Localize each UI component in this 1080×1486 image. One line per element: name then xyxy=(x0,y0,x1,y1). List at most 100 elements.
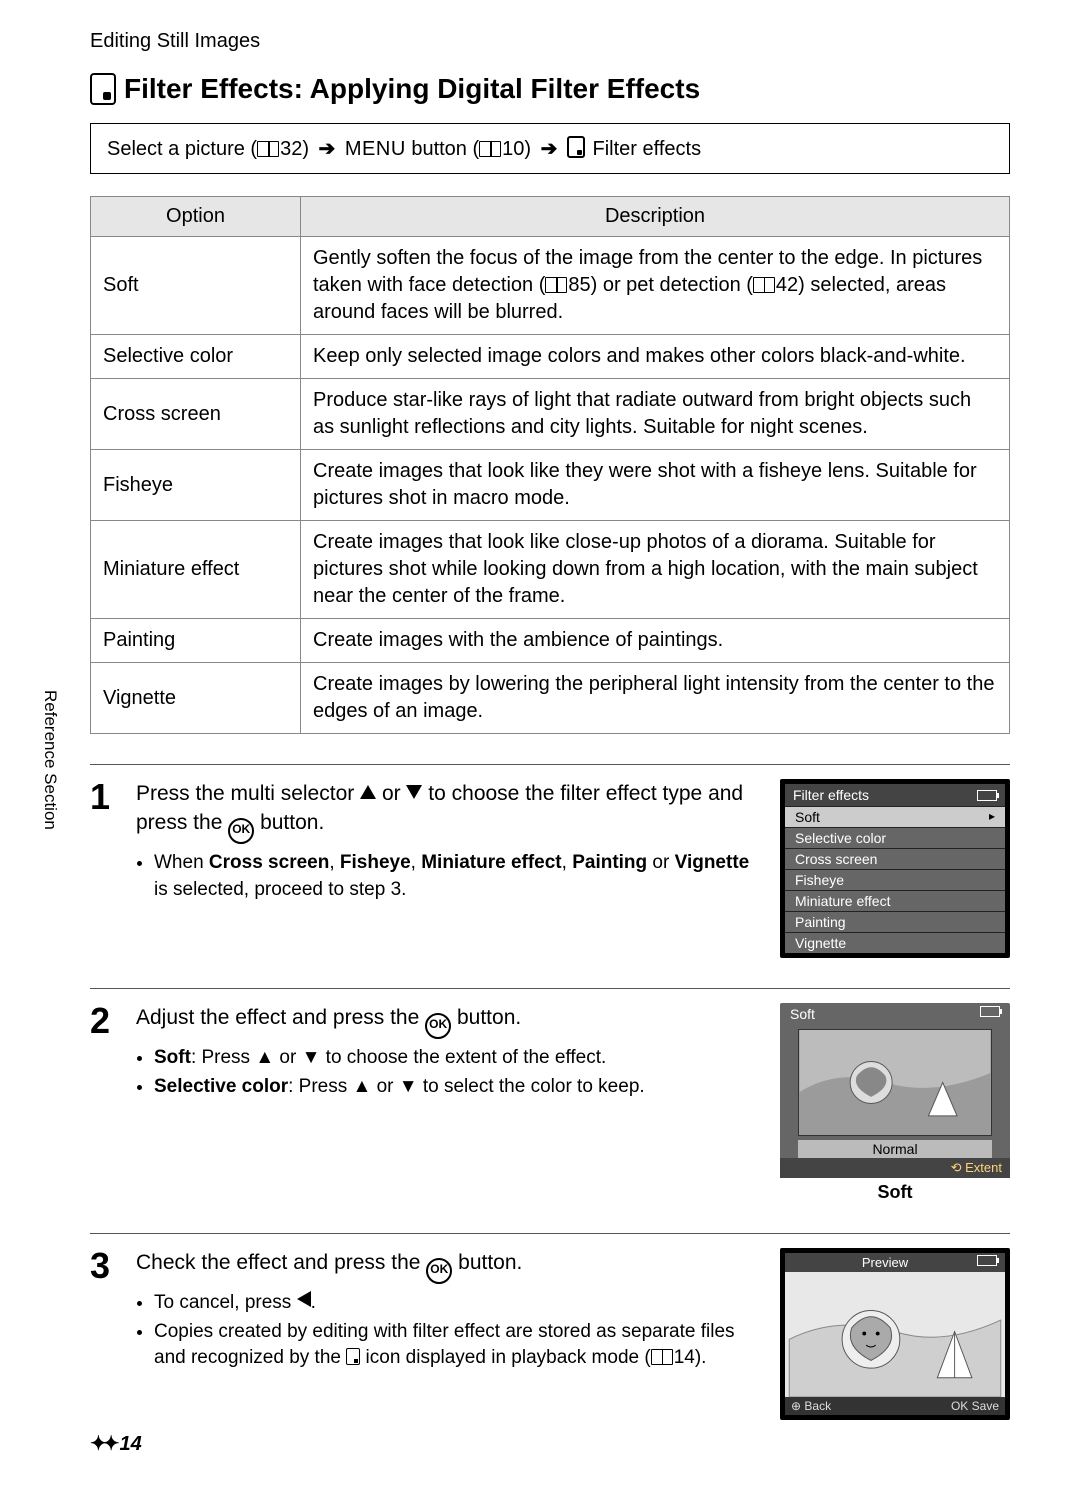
lcd-save: Save xyxy=(972,1399,999,1413)
lcd-title: Preview xyxy=(862,1255,908,1270)
lcd-menu-item: Vignette xyxy=(785,932,1005,953)
t: or xyxy=(647,852,674,873)
lcd-menu-item: Fisheye xyxy=(785,869,1005,890)
arrow-right-icon: ➔ xyxy=(319,138,336,160)
t: 14 xyxy=(674,1347,695,1368)
step-text: button. xyxy=(457,1006,521,1029)
reference-section-icon: ✦✦ xyxy=(90,1433,116,1455)
bc-text: ) xyxy=(302,138,314,160)
step-bullet: Selective color: Press ▲ or ▼ to select … xyxy=(154,1074,752,1101)
lcd-filter-list: Filter effects SoftSelective colorCross … xyxy=(780,779,1010,958)
step-3: 3 Check the effect and press the OK butt… xyxy=(90,1248,1010,1420)
t: is selected, proceed to step 3. xyxy=(154,879,406,900)
t: Vignette xyxy=(675,852,750,873)
t: , xyxy=(562,852,573,873)
option-name: Vignette xyxy=(91,663,301,734)
options-table: Option Description SoftGently soften the… xyxy=(90,196,1010,734)
battery-icon xyxy=(977,790,997,801)
t: : Press ▲ or ▼ to select the color to ke… xyxy=(288,1076,645,1097)
page-num-text: 14 xyxy=(120,1433,142,1455)
t: ). xyxy=(695,1347,707,1368)
retouch-icon xyxy=(346,1348,360,1365)
lcd-menu-item: Painting xyxy=(785,911,1005,932)
section-title-text: Filter Effects: Applying Digital Filter … xyxy=(124,73,700,105)
t: Fisheye xyxy=(340,852,411,873)
option-description: Gently soften the focus of the image fro… xyxy=(301,237,1010,335)
lcd-preview: Preview xyxy=(780,1248,1010,1420)
lcd-title: Soft xyxy=(790,1006,815,1022)
ok-button-icon: OK xyxy=(228,818,254,844)
retouch-icon xyxy=(90,73,116,105)
option-description: Create images that look like they were s… xyxy=(301,450,1010,521)
table-row: FisheyeCreate images that look like they… xyxy=(91,450,1010,521)
arrow-right-icon: ➔ xyxy=(541,138,558,160)
lcd-menu-item: Cross screen xyxy=(785,848,1005,869)
option-description: Keep only selected image colors and make… xyxy=(301,335,1010,379)
sample-image xyxy=(799,1030,991,1135)
t: , xyxy=(411,852,422,873)
book-icon xyxy=(257,141,279,157)
t: icon displayed in playback mode ( xyxy=(366,1347,651,1368)
step-text: Adjust the effect and press the xyxy=(136,1006,425,1029)
book-icon xyxy=(479,141,501,157)
lcd-extent-label: Extent xyxy=(965,1160,1002,1175)
lcd-soft-adjust: Soft Normal ⟲ Extent xyxy=(780,1003,1010,1203)
bc-text: Filter effects xyxy=(587,138,701,160)
book-icon xyxy=(651,1349,673,1365)
option-description: Produce star-like rays of light that rad… xyxy=(301,379,1010,450)
step-1: 1 Press the multi selector or to choose … xyxy=(90,779,1010,958)
up-icon xyxy=(360,785,376,799)
t: Cross screen xyxy=(209,852,329,873)
option-name: Cross screen xyxy=(91,379,301,450)
section-title: Filter Effects: Applying Digital Filter … xyxy=(90,73,1010,105)
option-name: Soft xyxy=(91,237,301,335)
col-description: Description xyxy=(301,197,1010,237)
bc-text: Select a picture ( xyxy=(107,138,257,160)
ok-button-icon: OK xyxy=(425,1013,451,1039)
option-name: Selective color xyxy=(91,335,301,379)
t: Painting xyxy=(572,852,647,873)
t: : Press ▲ or ▼ to choose the extent of t… xyxy=(191,1047,606,1068)
table-row: VignetteCreate images by lowering the pe… xyxy=(91,663,1010,734)
bc-ref: 10 xyxy=(502,138,524,160)
step-text: button. xyxy=(458,1251,522,1274)
step-number: 2 xyxy=(90,1003,120,1203)
option-description: Create images with the ambience of paint… xyxy=(301,619,1010,663)
bc-ref: 32 xyxy=(280,138,302,160)
table-row: Cross screenProduce star-like rays of li… xyxy=(91,379,1010,450)
lcd-back: Back xyxy=(804,1399,831,1413)
t: , xyxy=(329,852,340,873)
col-option: Option xyxy=(91,197,301,237)
step-bullet: Soft: Press ▲ or ▼ to choose the extent … xyxy=(154,1045,752,1072)
t: Soft xyxy=(154,1047,191,1068)
step-text: or xyxy=(382,782,407,805)
step-bullet: When Cross screen, Fisheye, Miniature ef… xyxy=(154,850,752,903)
lcd-menu-item: Miniature effect xyxy=(785,890,1005,911)
battery-icon xyxy=(980,1006,1000,1017)
table-row: PaintingCreate images with the ambience … xyxy=(91,619,1010,663)
down-icon xyxy=(406,785,422,799)
option-description: Create images by lowering the peripheral… xyxy=(301,663,1010,734)
battery-icon xyxy=(977,1255,997,1266)
sidebar-section-label: Reference Section xyxy=(40,690,60,830)
lcd-title: Filter effects xyxy=(793,787,869,803)
option-description: Create images that look like close-up ph… xyxy=(301,521,1010,619)
step-text: button. xyxy=(260,811,324,834)
running-head: Editing Still Images xyxy=(90,30,1010,53)
step-number: 3 xyxy=(90,1248,120,1420)
lcd-menu-item: Soft xyxy=(785,806,1005,827)
step-bullet: To cancel, press . xyxy=(154,1290,752,1317)
t: When xyxy=(154,852,209,873)
step-2: 2 Adjust the effect and press the OK but… xyxy=(90,1003,1010,1203)
lcd-normal-label: Normal xyxy=(798,1140,992,1158)
divider xyxy=(90,988,1010,989)
table-row: Miniature effectCreate images that look … xyxy=(91,521,1010,619)
t: Selective color xyxy=(154,1076,288,1097)
option-name: Miniature effect xyxy=(91,521,301,619)
ok-button-icon: OK xyxy=(426,1258,452,1284)
table-row: SoftGently soften the focus of the image… xyxy=(91,237,1010,335)
menu-button-label: MENU xyxy=(345,138,406,160)
step-text: Press the multi selector xyxy=(136,782,360,805)
divider xyxy=(90,764,1010,765)
retouch-icon xyxy=(567,136,585,158)
